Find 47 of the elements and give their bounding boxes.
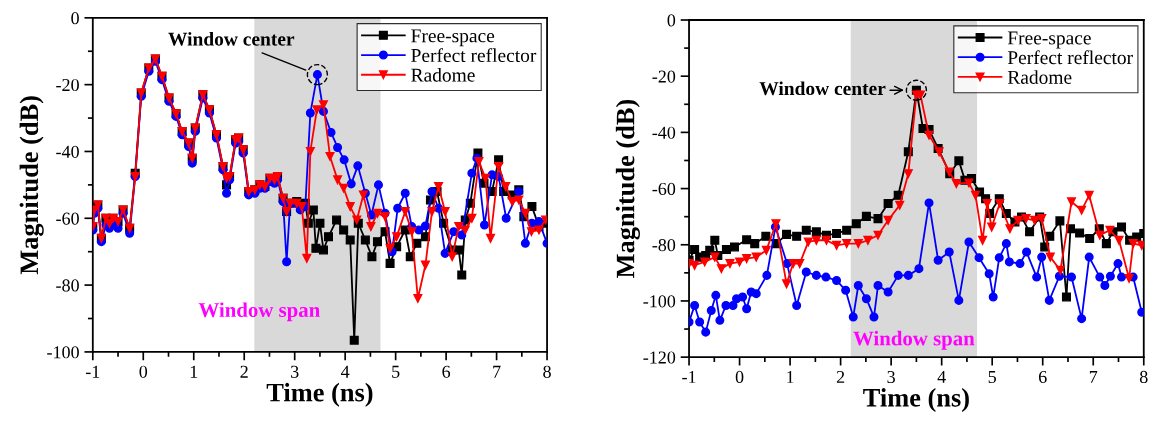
x-axis-title: Time (ns) [266, 382, 373, 407]
x-tick-label: 7 [493, 365, 501, 378]
x-tick-label: 1 [190, 365, 198, 378]
legend-label: Perfect reflector [411, 48, 537, 63]
y-axis-title: Magnitude (dB) [615, 99, 640, 278]
y-tick-label: -80 [652, 239, 676, 252]
y-tick-label: -80 [56, 279, 79, 292]
legend-label: Radome [1007, 70, 1072, 84]
x-tick-label: 0 [139, 365, 148, 378]
band-label: Window span [198, 302, 320, 322]
legend-label: Perfect reflector [1007, 50, 1133, 65]
x-tick-label: 2 [240, 365, 248, 378]
annotation: Window center [759, 81, 886, 96]
annotation: Window center [168, 31, 295, 46]
x-tick-label: 3 [291, 365, 299, 378]
legend-label: Free-space [411, 29, 495, 47]
legend-label: Radome [411, 68, 475, 82]
x-tick-label: 2 [836, 370, 845, 383]
x-tick-label: 5 [392, 365, 400, 378]
y-tick-label: -60 [652, 182, 676, 196]
x-tick-label: 6 [442, 365, 451, 378]
y-tick-label: -20 [56, 78, 79, 92]
x-tick-label: -1 [85, 365, 100, 378]
x-tick-label: 4 [937, 370, 946, 383]
band-label: Window span [853, 330, 975, 350]
y-tick-label: -100 [643, 295, 676, 308]
legend-label: Free-space [1007, 31, 1091, 49]
x-tick-label: 3 [887, 370, 895, 384]
y-tick-label: -40 [56, 145, 79, 158]
y-axis-title: Magnitude (dB) [19, 96, 44, 275]
x-tick-label: 6 [1038, 370, 1047, 384]
x-tick-label: 7 [1089, 371, 1098, 383]
x-tick-label: -1 [682, 370, 696, 383]
x-axis-title: Time (ns) [863, 388, 969, 413]
y-tick-label: 0 [667, 14, 676, 27]
x-tick-label: 4 [341, 365, 350, 378]
x-tick-label: 1 [787, 370, 794, 383]
x-tick-label: 0 [735, 370, 744, 384]
y-tick-label: -20 [652, 70, 676, 83]
x-tick-label: 8 [543, 365, 551, 378]
y-tick-label: -40 [652, 126, 676, 139]
y-tick-label: -100 [47, 346, 79, 359]
x-tick-label: 8 [1139, 370, 1148, 384]
y-tick-label: -120 [643, 351, 676, 364]
y-tick-label: 0 [71, 12, 79, 25]
x-tick-label: 5 [988, 371, 996, 384]
y-tick-label: -60 [56, 212, 79, 225]
